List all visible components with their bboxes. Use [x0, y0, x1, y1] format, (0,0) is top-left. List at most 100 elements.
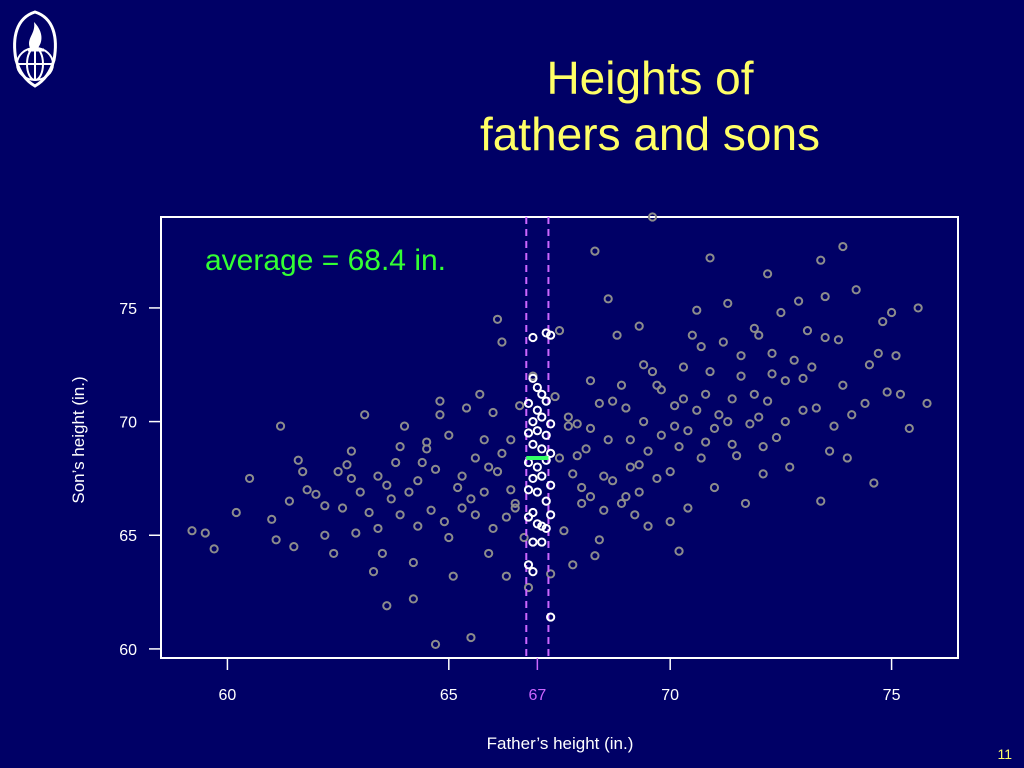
data-point-182: [701, 437, 711, 447]
data-point-37: [479, 435, 489, 445]
data-point-5: [267, 514, 277, 524]
data-point-102: [377, 548, 387, 559]
highlight-point-21: [528, 473, 538, 484]
data-point-180: [643, 446, 653, 456]
data-point-191: [568, 469, 578, 479]
data-point-128: [616, 498, 627, 509]
data-point-121: [550, 391, 560, 402]
data-point-88: [838, 380, 848, 390]
data-point-50: [585, 376, 596, 386]
y-tick-label-70: 70: [119, 415, 137, 432]
data-point-90: [851, 285, 861, 295]
data-point-51: [590, 551, 600, 561]
data-point-86: [820, 332, 830, 343]
data-point-24: [391, 457, 401, 468]
x-axis-label: Father’s height (in.): [487, 734, 634, 753]
data-point-150: [692, 405, 702, 415]
data-point-145: [603, 435, 613, 445]
data-point-116: [382, 601, 392, 611]
highlight-point-26: [541, 496, 551, 506]
data-point-12: [302, 485, 312, 495]
highlight-point-13: [532, 426, 542, 436]
data-point-26: [408, 594, 418, 604]
data-point-174: [652, 380, 662, 390]
data-point-141: [594, 535, 604, 545]
data-point-158: [457, 471, 467, 481]
highlight-point-36: [528, 567, 538, 577]
data-point-112: [816, 255, 826, 265]
data-point-42: [515, 401, 525, 411]
data-point-193: [554, 453, 565, 463]
data-point-105: [461, 403, 472, 413]
data-point-67: [696, 453, 706, 463]
data-point-8: [284, 496, 295, 506]
highlight-point-24: [523, 485, 534, 495]
data-point-113: [838, 241, 848, 252]
data-point-135: [351, 528, 361, 538]
data-point-19: [355, 487, 365, 497]
data-point-129: [652, 473, 662, 484]
data-point-139: [519, 532, 529, 543]
data-point-170: [488, 407, 498, 418]
data-point-130: [683, 503, 693, 513]
data-point-132: [758, 441, 768, 452]
data-point-79: [771, 432, 782, 443]
data-point-172: [594, 398, 604, 409]
data-point-208: [891, 351, 901, 361]
data-point-188: [789, 355, 799, 365]
data-point-43: [497, 337, 507, 347]
data-point-176: [705, 366, 715, 377]
data-point-207: [878, 316, 888, 327]
data-point-185: [599, 505, 609, 515]
data-point-23: [382, 480, 392, 490]
highlight-point-6: [523, 398, 534, 409]
data-point-147: [639, 416, 649, 427]
y-tick-label-75: 75: [119, 301, 137, 318]
data-point-122: [585, 423, 596, 434]
data-point-73: [736, 371, 746, 381]
data-point-118: [422, 437, 432, 447]
data-point-14: [320, 501, 330, 511]
data-point-71: [723, 298, 733, 308]
data-point-101: [346, 446, 356, 456]
data-point-75: [749, 323, 759, 333]
data-point-203: [616, 380, 627, 390]
data-point-149: [674, 441, 684, 452]
data-point-93: [886, 307, 897, 318]
data-point-59: [643, 521, 653, 531]
data-point-76: [754, 412, 764, 422]
data-point-63: [670, 401, 680, 411]
data-point-144: [581, 444, 591, 454]
data-point-140: [559, 526, 569, 536]
data-point-49: [577, 498, 587, 509]
x-tick-label-70: 70: [661, 687, 679, 704]
highlight-point-28: [537, 521, 547, 531]
data-point-202: [563, 412, 573, 422]
data-point-146: [625, 462, 635, 472]
data-point-104: [448, 571, 458, 581]
data-point-97: [922, 398, 932, 409]
title-line-2: fathers and sons: [479, 108, 821, 160]
data-point-39: [492, 466, 503, 477]
data-point-54: [612, 330, 622, 340]
data-point-117: [492, 314, 503, 324]
highlight-point-25: [532, 487, 542, 497]
data-point-29: [426, 505, 436, 515]
x-tick-label-highlight: 67: [528, 687, 546, 704]
data-point-15: [329, 548, 339, 559]
data-point-152: [727, 394, 737, 404]
data-point-9: [289, 542, 299, 552]
data-point-108: [590, 246, 600, 256]
data-point-159: [479, 487, 489, 497]
data-point-186: [634, 487, 644, 497]
data-point-168: [417, 457, 427, 468]
data-point-84: [807, 362, 817, 372]
data-point-154: [763, 396, 773, 406]
x-tick-label-75: 75: [883, 687, 901, 704]
data-point-107: [568, 560, 578, 570]
data-point-64: [674, 546, 684, 556]
data-point-34: [457, 503, 467, 513]
highlight-point-2: [546, 330, 556, 340]
data-point-179: [608, 476, 618, 486]
data-point-160: [497, 448, 507, 459]
